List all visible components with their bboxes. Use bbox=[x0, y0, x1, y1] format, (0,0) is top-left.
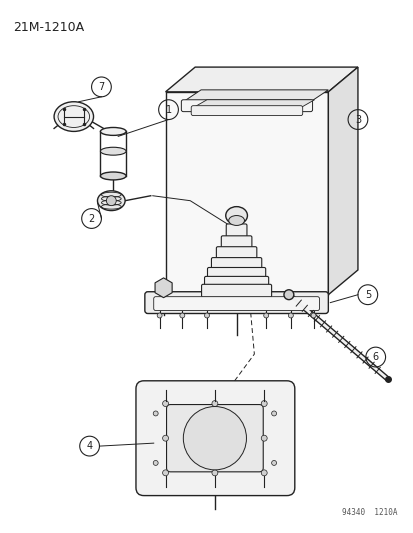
Text: 94340  1210A: 94340 1210A bbox=[341, 508, 396, 518]
Text: 5: 5 bbox=[364, 290, 370, 300]
FancyBboxPatch shape bbox=[201, 284, 271, 297]
FancyBboxPatch shape bbox=[181, 100, 312, 111]
Circle shape bbox=[261, 435, 266, 441]
Ellipse shape bbox=[228, 215, 244, 225]
Text: 1: 1 bbox=[165, 104, 171, 115]
Circle shape bbox=[310, 313, 315, 318]
Circle shape bbox=[157, 313, 162, 318]
FancyBboxPatch shape bbox=[153, 297, 319, 311]
Text: 3: 3 bbox=[354, 115, 360, 125]
Circle shape bbox=[211, 435, 217, 441]
Circle shape bbox=[106, 196, 116, 206]
Text: 6: 6 bbox=[372, 352, 378, 362]
Circle shape bbox=[162, 435, 168, 441]
Text: 21M-1210A: 21M-1210A bbox=[13, 21, 83, 34]
Ellipse shape bbox=[100, 172, 126, 180]
Polygon shape bbox=[193, 100, 314, 108]
FancyBboxPatch shape bbox=[135, 381, 294, 496]
Ellipse shape bbox=[225, 207, 247, 224]
FancyBboxPatch shape bbox=[145, 292, 328, 313]
Text: 7: 7 bbox=[98, 82, 104, 92]
Text: 2: 2 bbox=[88, 214, 95, 223]
Circle shape bbox=[153, 411, 158, 416]
FancyBboxPatch shape bbox=[211, 257, 261, 270]
Polygon shape bbox=[328, 67, 357, 295]
Circle shape bbox=[211, 470, 217, 476]
Ellipse shape bbox=[97, 191, 125, 211]
FancyBboxPatch shape bbox=[191, 106, 302, 116]
Circle shape bbox=[179, 313, 184, 318]
FancyBboxPatch shape bbox=[166, 405, 263, 472]
Circle shape bbox=[183, 407, 246, 470]
Circle shape bbox=[153, 461, 158, 465]
Circle shape bbox=[162, 470, 168, 476]
Circle shape bbox=[162, 401, 168, 407]
Circle shape bbox=[204, 313, 209, 318]
Circle shape bbox=[283, 290, 293, 300]
Circle shape bbox=[201, 424, 228, 452]
FancyBboxPatch shape bbox=[207, 268, 265, 280]
FancyBboxPatch shape bbox=[204, 277, 268, 289]
Circle shape bbox=[288, 313, 293, 318]
Circle shape bbox=[271, 461, 276, 465]
Text: 4: 4 bbox=[86, 441, 93, 451]
Circle shape bbox=[207, 431, 221, 445]
Circle shape bbox=[193, 416, 236, 460]
Ellipse shape bbox=[54, 102, 93, 132]
FancyBboxPatch shape bbox=[221, 236, 251, 249]
Polygon shape bbox=[183, 90, 328, 102]
Ellipse shape bbox=[100, 147, 126, 155]
Polygon shape bbox=[165, 92, 328, 295]
Ellipse shape bbox=[100, 127, 126, 135]
Circle shape bbox=[261, 401, 266, 407]
Circle shape bbox=[261, 470, 266, 476]
FancyBboxPatch shape bbox=[216, 247, 256, 260]
Circle shape bbox=[271, 411, 276, 416]
Polygon shape bbox=[165, 67, 357, 92]
Circle shape bbox=[263, 313, 268, 318]
Circle shape bbox=[211, 401, 217, 407]
FancyBboxPatch shape bbox=[225, 224, 247, 237]
